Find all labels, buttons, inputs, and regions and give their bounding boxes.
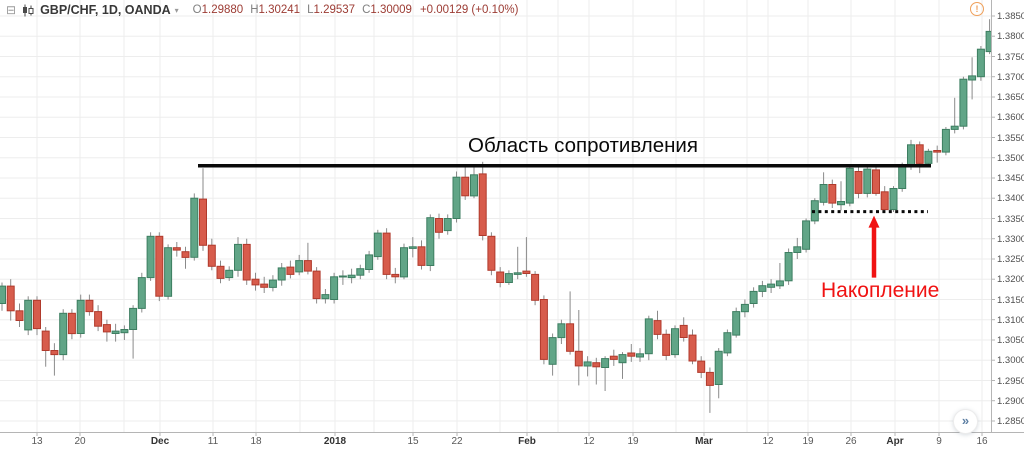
price-axis-label: 1.36500 <box>997 92 1024 103</box>
time-axis-label: Dec <box>150 436 170 447</box>
resistance-area-label[interactable]: Область сопротивления <box>468 134 698 157</box>
price-axis-label: 1.28500 <box>997 416 1024 427</box>
legend-collapse-icon[interactable]: ⊟ <box>6 3 17 17</box>
price-axis-label: 1.37000 <box>997 72 1024 83</box>
price-axis-label: 1.31000 <box>997 315 1024 326</box>
time-axis-label: 19 <box>802 436 814 447</box>
time-axis[interactable]: 13 20 Dec 11 18 2018 15 22 Feb 12 19 Mar 12 19 26 Apr 9 1… <box>0 433 1024 451</box>
price-axis-label: 1.30000 <box>997 355 1024 366</box>
time-axis-label: 12 <box>762 436 774 447</box>
price-axis-label: 1.34500 <box>997 173 1024 184</box>
time-axis-label: Feb <box>518 436 536 447</box>
price-axis-label: 1.38500 <box>997 11 1024 22</box>
time-axis-label: Apr <box>886 436 904 447</box>
price-axis-label: 1.32000 <box>997 274 1024 285</box>
change-value: +0.00129 (+0.10%) <box>419 4 519 16</box>
price-axis-label: 1.29500 <box>997 376 1024 387</box>
time-axis-label: 13 <box>31 436 43 447</box>
price-axis-label: 1.31500 <box>997 295 1024 306</box>
time-axis-label: 26 <box>845 436 857 447</box>
price-axis-label: 1.32500 <box>997 254 1024 265</box>
time-axis-label: Mar <box>695 436 713 447</box>
time-axis-label: 19 <box>627 436 639 447</box>
price-axis-label: 1.29000 <box>997 396 1024 407</box>
price-axis[interactable]: 1.38500 1.38000 1.37500 1.37000 1.36500 1.360… <box>997 0 1024 432</box>
low-label: L <box>307 4 314 16</box>
open-value: 1.29880 <box>201 4 244 16</box>
high-label: H <box>250 4 259 16</box>
time-axis-label: 18 <box>250 436 262 447</box>
price-axis-label: 1.33000 <box>997 234 1024 245</box>
time-axis-label: 12 <box>583 436 595 447</box>
ohlc-readout: O1.29880 H1.30241 L1.29537 C1.30009 <box>193 4 412 16</box>
price-axis-label: 1.36000 <box>997 112 1024 123</box>
price-axis-label: 1.38000 <box>997 31 1024 42</box>
symbol-title[interactable]: GBP/CHF, 1D, OANDA <box>40 3 171 17</box>
price-axis-label: 1.37500 <box>997 52 1024 63</box>
chevron-down-icon[interactable]: ▾ <box>174 5 179 15</box>
price-axis-label: 1.34000 <box>997 193 1024 204</box>
low-value: 1.29537 <box>313 4 356 16</box>
chart-legend: ⊟ GBP/CHF, 1D, OANDA ▾ O1.29880 H1.30241… <box>6 3 518 17</box>
close-label: C <box>362 4 371 16</box>
scroll-to-latest-button[interactable]: » <box>953 409 978 434</box>
time-axis-label: 11 <box>207 436 219 447</box>
open-label: O <box>192 4 202 16</box>
price-axis-label: 1.35500 <box>997 133 1024 144</box>
time-axis-label: 9 <box>936 436 942 447</box>
time-axis-label: 16 <box>976 436 988 447</box>
high-value: 1.30241 <box>258 4 301 16</box>
time-axis-label: 20 <box>74 436 86 447</box>
time-axis-label: 15 <box>407 436 419 447</box>
price-axis-label: 1.30500 <box>997 335 1024 346</box>
price-axis-label: 1.33500 <box>997 214 1024 225</box>
price-axis-label: 1.35000 <box>997 153 1024 164</box>
time-axis-label: 22 <box>451 436 463 447</box>
time-axis-label: 2018 <box>323 436 347 447</box>
close-value: 1.30009 <box>370 4 412 16</box>
candlestick-style-icon[interactable] <box>22 4 34 17</box>
accumulation-label[interactable]: Накопление <box>821 279 940 302</box>
alert-icon[interactable]: ! <box>970 2 984 16</box>
